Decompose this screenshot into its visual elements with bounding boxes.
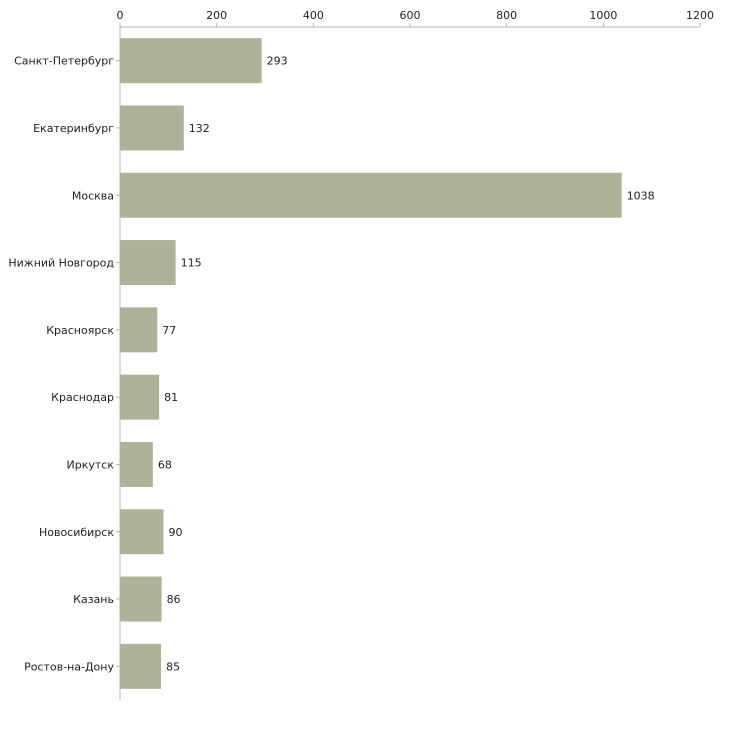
data-label: 86 bbox=[167, 593, 181, 606]
x-tick-label: 1000 bbox=[589, 9, 617, 22]
bar bbox=[120, 240, 176, 286]
category-label: Краснодар bbox=[51, 391, 114, 404]
data-label: 1038 bbox=[627, 189, 655, 202]
bar bbox=[120, 643, 162, 689]
bar bbox=[120, 38, 262, 84]
bar bbox=[120, 509, 164, 555]
y-axis: Санкт-Петербург Екатеринбург Москва Нижний … bbox=[8, 27, 121, 700]
category-label: Нижний Новгород bbox=[8, 257, 114, 270]
data-label: 85 bbox=[166, 660, 180, 673]
bar bbox=[120, 441, 153, 487]
data-label: 115 bbox=[181, 257, 202, 270]
category-label: Екатеринбург bbox=[33, 122, 114, 135]
x-tick-label: 400 bbox=[303, 9, 324, 22]
data-label: 81 bbox=[164, 391, 178, 404]
x-tick-label: 800 bbox=[496, 9, 517, 22]
bar bbox=[120, 172, 622, 218]
category-label: Москва bbox=[72, 189, 114, 202]
bar bbox=[120, 105, 184, 151]
data-label: 68 bbox=[158, 458, 172, 471]
data-label: 90 bbox=[169, 526, 183, 539]
bar bbox=[120, 307, 158, 353]
category-label: Санкт-Петербург bbox=[14, 55, 114, 68]
category-label: Ростов-на-Дону bbox=[24, 660, 114, 673]
bars: 293 132 1038 115 77 81 68 90 86 85 bbox=[120, 38, 655, 689]
bar bbox=[120, 576, 162, 622]
data-label: 77 bbox=[162, 324, 176, 337]
x-axis: 0 200 400 600 800 1000 1200 bbox=[117, 9, 714, 28]
bar bbox=[120, 374, 160, 420]
x-tick-label: 200 bbox=[206, 9, 227, 22]
data-label: 132 bbox=[189, 122, 210, 135]
category-label: Красноярск bbox=[46, 324, 114, 337]
x-tick-label: 1200 bbox=[686, 9, 714, 22]
x-tick-label: 0 bbox=[117, 9, 124, 22]
category-label: Иркутск bbox=[67, 458, 115, 471]
category-label: Казань bbox=[73, 593, 114, 606]
category-label: Новосибирск bbox=[39, 526, 114, 539]
data-label: 293 bbox=[267, 55, 288, 68]
x-tick-label: 600 bbox=[400, 9, 421, 22]
